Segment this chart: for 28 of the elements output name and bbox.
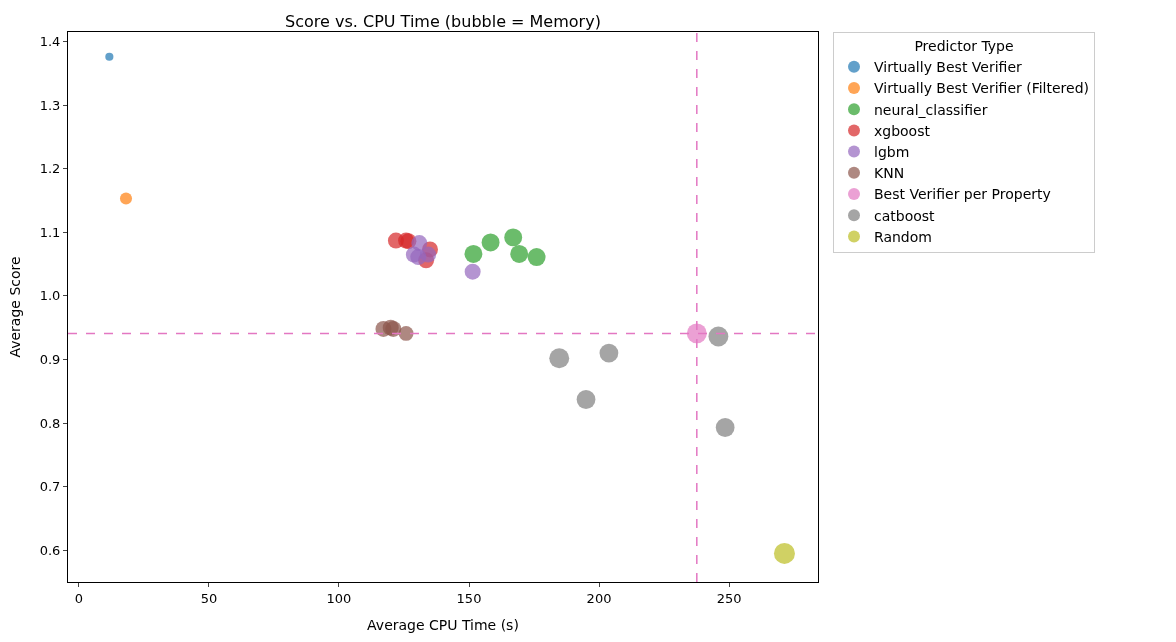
y-tick-label: 0.9 bbox=[39, 352, 61, 368]
x-axis-title: Average CPU Time (s) bbox=[367, 616, 519, 633]
legend-label: lgbm bbox=[874, 144, 910, 161]
x-tick-label: 0 bbox=[74, 590, 84, 606]
y-tick-label: 1.1 bbox=[39, 224, 61, 240]
legend-label: catboost bbox=[874, 207, 936, 224]
legend-label: Best Verifier per Property bbox=[874, 186, 1051, 203]
legend-label: Virtually Best Verifier (Filtered) bbox=[874, 80, 1089, 97]
y-tick-label: 1.0 bbox=[39, 288, 61, 304]
legend-label: Virtually Best Verifier bbox=[874, 59, 1022, 76]
y-tick-label: 0.7 bbox=[39, 479, 61, 495]
x-tick-label: 100 bbox=[326, 590, 352, 606]
y-tick-label: 1.4 bbox=[39, 34, 61, 50]
x-tick-label: 200 bbox=[586, 590, 612, 606]
legend-label: xgboost bbox=[874, 122, 931, 139]
y-tick-label: 0.6 bbox=[39, 542, 61, 558]
legend-label: KNN bbox=[874, 165, 905, 182]
y-tick-label: 1.3 bbox=[39, 97, 61, 113]
chart-title: Score vs. CPU Time (bubble = Memory) bbox=[285, 12, 601, 32]
y-tick-label: 0.8 bbox=[39, 415, 61, 431]
y-axis-title: Average Score bbox=[7, 256, 24, 358]
legend-title: Predictor Type bbox=[914, 38, 1014, 55]
y-tick-label: 1.2 bbox=[39, 161, 61, 177]
x-tick-label: 150 bbox=[456, 590, 482, 606]
x-tick-label: 250 bbox=[716, 590, 742, 606]
legend-label: Random bbox=[874, 228, 932, 245]
x-tick-label: 50 bbox=[200, 590, 218, 606]
legend-label: neural_classifier bbox=[874, 101, 988, 118]
